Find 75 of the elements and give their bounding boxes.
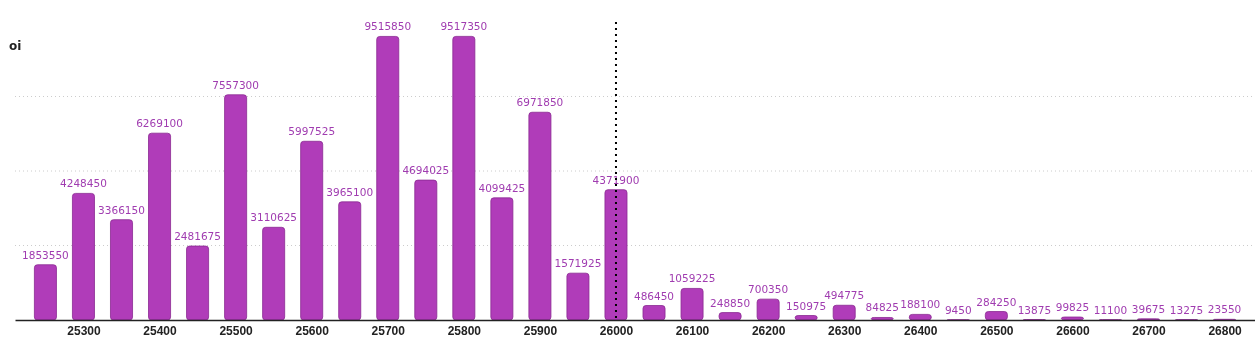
x-tick-label: 25300 — [67, 323, 101, 338]
bar — [452, 35, 476, 321]
data-label: 4248450 — [60, 177, 107, 190]
data-label: 39675 — [1131, 302, 1166, 315]
data-label: 6269100 — [136, 117, 183, 130]
x-tick-label: 25800 — [447, 323, 482, 338]
x-tick-label: 25500 — [219, 323, 254, 338]
bar — [376, 36, 400, 321]
x-tick-label: 26500 — [980, 323, 1014, 338]
bar — [72, 193, 95, 321]
data-label: 3110625 — [250, 211, 298, 224]
x-tick-label: 26100 — [675, 323, 710, 338]
x-tick-label: 25700 — [371, 323, 406, 338]
data-label: 1059225 — [668, 272, 716, 285]
data-label: 486450 — [633, 289, 675, 302]
data-label: 700350 — [748, 283, 789, 296]
data-label: 6971850 — [516, 96, 564, 109]
bar — [870, 317, 894, 321]
bar — [984, 311, 1008, 321]
data-label: 248850 — [710, 296, 751, 309]
data-label: 284250 — [976, 295, 1017, 308]
data-label: 3965100 — [326, 185, 374, 198]
data-label: 3366150 — [98, 203, 145, 216]
data-label: 2481675 — [174, 230, 221, 243]
data-label: 9450 — [944, 303, 972, 316]
bar — [338, 201, 362, 321]
y-axis-title: oi — [9, 39, 22, 53]
x-tick-label: 26300 — [828, 323, 862, 338]
data-label: 4371900 — [592, 173, 640, 186]
bar — [642, 305, 666, 321]
data-label: 13275 — [1169, 303, 1204, 316]
x-tick-label: 26400 — [904, 323, 938, 338]
data-label: 9515850 — [364, 20, 412, 33]
bar — [224, 94, 248, 321]
bar — [794, 315, 818, 321]
x-tick-label: 25900 — [523, 323, 558, 338]
bar — [566, 272, 590, 321]
bar — [756, 298, 780, 321]
bar — [528, 111, 552, 321]
data-label: 9517350 — [440, 20, 488, 33]
bar — [34, 264, 57, 321]
data-label: 4694025 — [402, 164, 450, 177]
data-label: 84825 — [865, 301, 899, 314]
data-label: 1853550 — [22, 248, 69, 261]
bar — [414, 179, 438, 321]
data-label: 5997525 — [288, 125, 336, 138]
data-label: 494775 — [824, 289, 865, 302]
data-label: 150975 — [786, 299, 827, 312]
x-tick-label: 25400 — [143, 323, 178, 338]
bar — [262, 226, 286, 321]
bar — [680, 288, 704, 321]
x-tick-label: 26600 — [1056, 323, 1090, 338]
bar — [908, 314, 932, 321]
bar — [300, 140, 324, 321]
x-tick-label: 26700 — [1132, 323, 1166, 338]
bar — [718, 312, 742, 321]
bar — [186, 245, 210, 321]
data-label: 188100 — [900, 298, 941, 311]
data-label: 99825 — [1055, 301, 1090, 314]
data-label: 23550 — [1207, 303, 1242, 316]
data-label: 4099425 — [478, 181, 526, 194]
bar — [604, 189, 628, 321]
x-tick-label: 26200 — [751, 323, 786, 338]
x-tick-label: 25600 — [295, 323, 330, 338]
data-label: 11100 — [1093, 303, 1128, 316]
data-label: 13875 — [1017, 303, 1052, 316]
data-label: 7557300 — [212, 78, 259, 91]
bar — [110, 219, 133, 321]
bar — [832, 304, 856, 321]
x-tick-label: 26800 — [1208, 323, 1243, 338]
bar — [148, 132, 171, 321]
bar — [1060, 316, 1084, 321]
data-label: 1571925 — [554, 257, 602, 270]
x-tick-label: 26000 — [599, 323, 634, 338]
bar — [490, 197, 514, 321]
